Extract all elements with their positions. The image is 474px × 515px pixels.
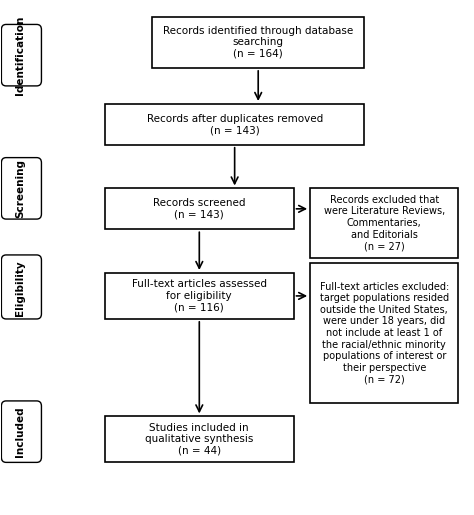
- Text: Studies included in
qualitative synthesis
(n = 44): Studies included in qualitative synthesi…: [145, 423, 254, 456]
- Text: Full-text articles excluded:
target populations resided
outside the United State: Full-text articles excluded: target popu…: [319, 282, 449, 385]
- Text: Identification: Identification: [15, 15, 25, 95]
- FancyBboxPatch shape: [310, 188, 458, 258]
- Text: Records identified through database
searching
(n = 164): Records identified through database sear…: [163, 26, 353, 59]
- Text: Records screened
(n = 143): Records screened (n = 143): [153, 198, 246, 219]
- Text: Records excluded that
were Literature Reviews,
Commentaries,
and Editorials
(n =: Records excluded that were Literature Re…: [324, 195, 445, 251]
- FancyBboxPatch shape: [105, 188, 293, 229]
- FancyBboxPatch shape: [310, 263, 458, 403]
- Text: Records after duplicates removed
(n = 143): Records after duplicates removed (n = 14…: [146, 113, 323, 135]
- Text: Included: Included: [15, 406, 25, 457]
- FancyBboxPatch shape: [105, 416, 293, 462]
- FancyBboxPatch shape: [105, 273, 293, 319]
- FancyBboxPatch shape: [1, 255, 41, 319]
- Text: Full-text articles assessed
for eligibility
(n = 116): Full-text articles assessed for eligibil…: [132, 279, 267, 313]
- FancyBboxPatch shape: [1, 158, 41, 219]
- Text: Eligibility: Eligibility: [15, 261, 25, 316]
- FancyBboxPatch shape: [152, 17, 364, 68]
- FancyBboxPatch shape: [1, 24, 41, 86]
- Text: Screening: Screening: [15, 159, 25, 218]
- FancyBboxPatch shape: [1, 401, 41, 462]
- FancyBboxPatch shape: [105, 104, 364, 145]
